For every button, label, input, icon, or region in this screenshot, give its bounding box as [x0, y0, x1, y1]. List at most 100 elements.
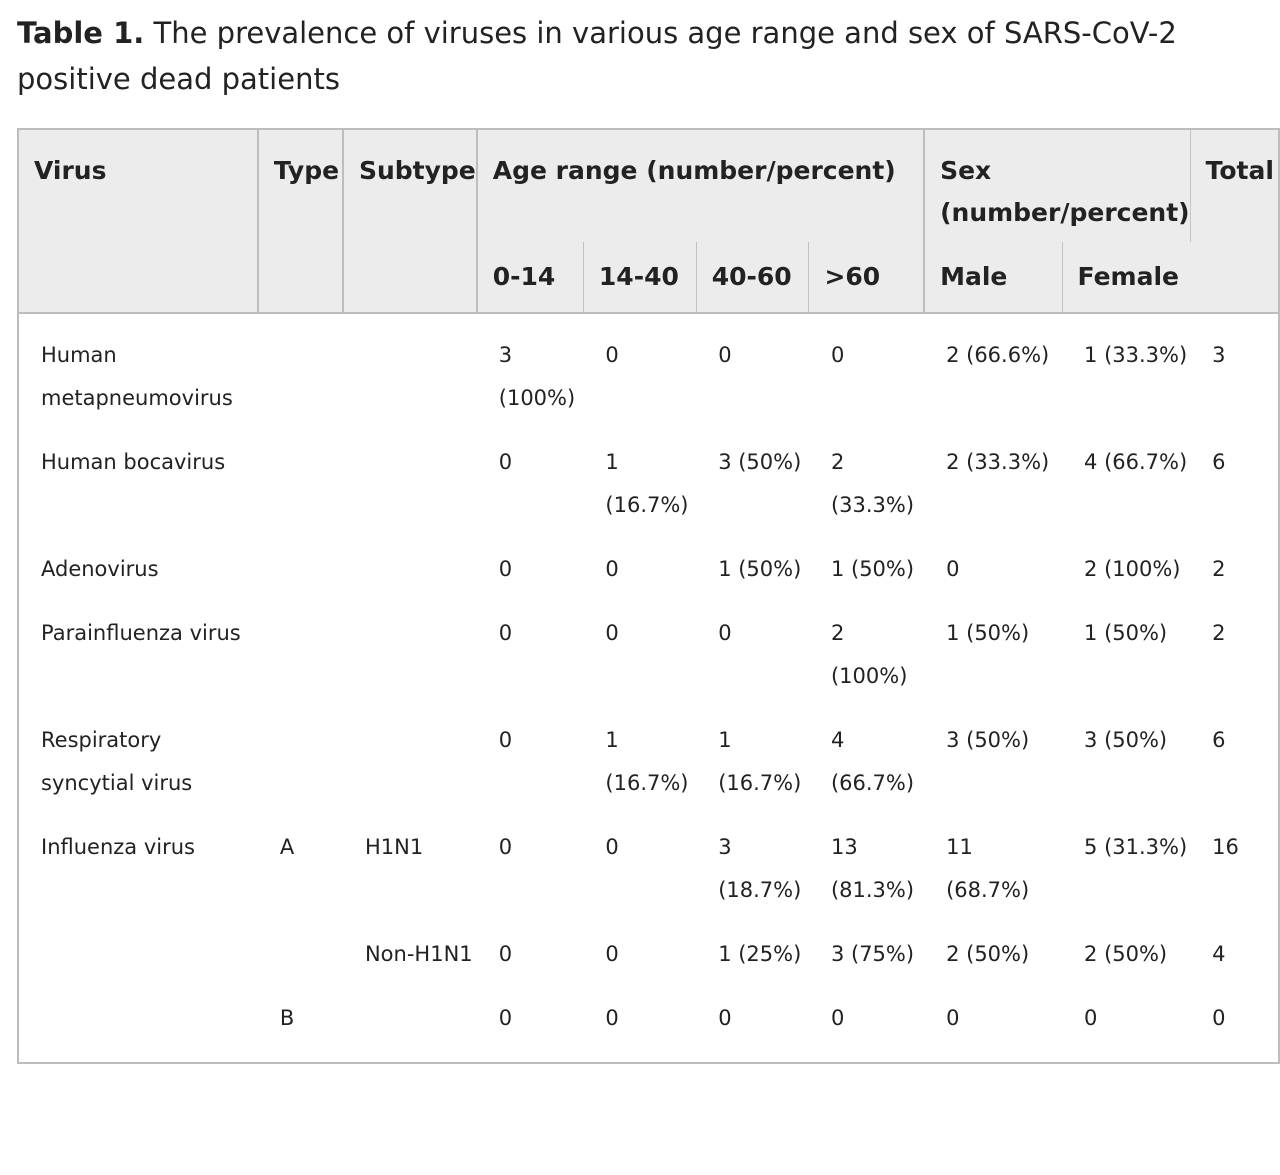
cell-subtype: H1N1 [364, 835, 424, 859]
cell-age-0-14: 0 [498, 728, 513, 752]
cell-type [258, 612, 343, 719]
header-age-0-14: 0-14 [475, 242, 584, 313]
virus-prevalence-table: Virus Type Subtype Age range (number/per… [17, 128, 1280, 1064]
table-row: Influenza virus A H1N1 0 0 3 (18.7%) 13 … [18, 826, 1279, 933]
cell-age-14-40: 0 [605, 942, 619, 966]
table-row: Human bocavirus 0 1 (16.7%) 3 (50%) 2 (3… [18, 441, 1279, 548]
cell-age-14-40: 1 (16.7%) [605, 450, 689, 517]
cell-age-0-14: 0 [498, 450, 513, 474]
cell-age-14-40: 0 [605, 1006, 619, 1030]
table-header: Virus Type Subtype Age range (number/per… [18, 129, 1279, 313]
cell-age-40-60: 1 (16.7%) [718, 728, 802, 795]
cell-female: 1 (50%) [1084, 621, 1168, 645]
cell-subtype: Non-H1N1 [364, 942, 473, 966]
cell-type [258, 719, 343, 826]
cell-subtype [343, 719, 477, 826]
cell-female: 1 (33.3%) [1084, 343, 1188, 367]
cell-virus: Adenovirus [41, 557, 159, 581]
cell-female: 5 (31.3%) [1084, 835, 1188, 859]
table-caption-text: The prevalence of viruses in various age… [17, 16, 1177, 96]
cell-age-0-14: 0 [498, 942, 513, 966]
cell-total: 6 [1212, 450, 1226, 474]
header-total: Total [1189, 129, 1279, 242]
header-age-14-40: 14-40 [582, 242, 697, 313]
cell-total: 2 [1212, 557, 1226, 581]
header-type: Type [256, 129, 343, 313]
table-caption-label: Table 1. [17, 16, 145, 50]
cell-subtype [343, 997, 477, 1063]
table-caption: Table 1. The prevalence of viruses in va… [17, 10, 1262, 102]
table-row: Human metapneumovirus 3 (100%) 0 0 0 2 (… [18, 313, 1279, 441]
header-female: Female [1061, 242, 1191, 313]
cell-subtype [343, 612, 477, 719]
cell-age-60-plus: 0 [830, 343, 845, 367]
cell-total: 4 [1212, 942, 1226, 966]
cell-age-60-plus: 0 [830, 1006, 845, 1030]
header-subtype: Subtype [341, 129, 477, 313]
header-male: Male [923, 242, 1063, 313]
cell-age-60-plus: 3 (75%) [830, 942, 915, 966]
cell-virus [18, 997, 258, 1063]
cell-male: 2 (33.3%) [946, 450, 1050, 474]
cell-age-0-14: 0 [498, 621, 513, 645]
cell-female: 2 (50%) [1084, 942, 1168, 966]
cell-type: A [279, 835, 295, 859]
cell-type: B [279, 1006, 295, 1030]
cell-type [258, 441, 343, 548]
cell-subtype [343, 441, 477, 548]
header-age-40-60: 40-60 [695, 242, 809, 313]
cell-age-40-60: 1 (50%) [718, 557, 802, 581]
cell-age-60-plus: 4 (66.7%) [830, 728, 915, 795]
cell-age-60-plus: 1 (50%) [830, 557, 915, 581]
cell-age-14-40: 0 [605, 557, 619, 581]
cell-age-60-plus: 2 (33.3%) [830, 450, 915, 517]
table-row: Respiratory syncytial virus 0 1 (16.7%) … [18, 719, 1279, 826]
cell-female: 3 (50%) [1084, 728, 1168, 752]
table-row: Parainfluenza virus 0 0 0 2 (100%) 1 (50… [18, 612, 1279, 719]
header-sex: Sex (number/percent) [923, 129, 1191, 242]
cell-total: 2 [1212, 621, 1226, 645]
cell-male: 0 [946, 1006, 960, 1030]
cell-age-40-60: 0 [718, 1006, 732, 1030]
cell-age-0-14: 0 [498, 557, 513, 581]
cell-age-60-plus: 13 (81.3%) [830, 835, 915, 902]
cell-age-40-60: 0 [718, 343, 732, 367]
cell-female: 0 [1084, 1006, 1098, 1030]
header-virus: Virus [18, 129, 258, 313]
cell-type [258, 933, 343, 997]
cell-male: 1 (50%) [946, 621, 1030, 645]
cell-subtype [343, 313, 477, 441]
cell-male: 3 (50%) [946, 728, 1030, 752]
cell-age-40-60: 1 (25%) [718, 942, 802, 966]
cell-total: 16 [1212, 835, 1239, 859]
cell-age-40-60: 3 (50%) [718, 450, 802, 474]
cell-age-60-plus: 2 (100%) [830, 621, 908, 688]
cell-virus: Human bocavirus [41, 450, 226, 474]
cell-type [258, 548, 343, 612]
table-row: B 0 0 0 0 0 0 0 [18, 997, 1279, 1063]
cell-virus [18, 933, 258, 997]
cell-total: 0 [1212, 1006, 1226, 1030]
cell-age-40-60: 0 [718, 621, 732, 645]
cell-age-14-40: 0 [605, 835, 619, 859]
cell-subtype [343, 548, 477, 612]
table-row: Non-H1N1 0 0 1 (25%) 3 (75%) 2 (50%) 2 (… [18, 933, 1279, 997]
cell-virus: Parainfluenza virus [41, 621, 241, 645]
cell-male: 2 (66.6%) [946, 343, 1050, 367]
header-age-60-plus: >60 [808, 242, 925, 313]
header-total-blank [1190, 242, 1279, 313]
cell-age-14-40: 0 [605, 343, 619, 367]
cell-age-14-40: 1 (16.7%) [605, 728, 689, 795]
header-age-range: Age range (number/percent) [475, 129, 925, 242]
cell-female: 2 (100%) [1084, 557, 1181, 581]
cell-age-40-60: 3 (18.7%) [718, 835, 802, 902]
cell-virus: Human metapneumovirus [41, 343, 233, 410]
cell-total: 6 [1212, 728, 1226, 752]
cell-male: 0 [946, 557, 960, 581]
table-row: Adenovirus 0 0 1 (50%) 1 (50%) 0 2 (100%… [18, 548, 1279, 612]
cell-male: 11 (68.7%) [946, 835, 1030, 902]
cell-virus: Respiratory syncytial virus [41, 728, 193, 795]
cell-total: 3 [1212, 343, 1226, 367]
cell-age-14-40: 0 [605, 621, 619, 645]
cell-female: 4 (66.7%) [1084, 450, 1188, 474]
